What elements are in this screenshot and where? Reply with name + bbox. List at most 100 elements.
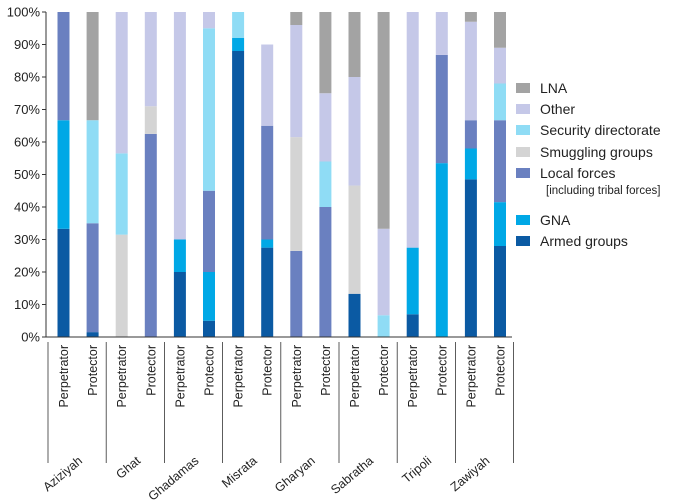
group-label: Gharyan — [272, 454, 318, 496]
bar-segment — [86, 120, 99, 224]
legend-label: Security directorate — [540, 122, 661, 138]
bar-segment — [435, 54, 448, 164]
bar-label: Protector — [377, 345, 391, 396]
bar-segment — [57, 120, 70, 229]
y-tick-label: 80% — [14, 70, 40, 85]
legend-note: [including tribal forces] — [546, 185, 660, 197]
legend-swatch — [516, 83, 530, 93]
bar-segment — [115, 12, 128, 154]
bar-segment — [203, 190, 215, 272]
bar-segment — [377, 12, 390, 229]
bar-segment — [348, 77, 361, 186]
bar-label: Protector — [86, 345, 100, 396]
bar-segment — [290, 250, 303, 338]
bar-segment — [86, 12, 99, 121]
bar-segment — [464, 120, 477, 149]
bar-segment — [377, 315, 390, 337]
bar-label: Protector — [203, 345, 217, 396]
bar-label: Protector — [144, 345, 158, 396]
group-label: Ghadamas — [146, 454, 202, 500]
bar-segment — [203, 12, 215, 29]
bar-label: Perpetrator — [290, 345, 304, 408]
group-label: Aziziyah — [40, 454, 85, 495]
group-label: Tripoli — [400, 454, 435, 486]
bar-segment — [290, 25, 303, 138]
y-tick-label: 40% — [14, 200, 40, 215]
bar-segment — [319, 93, 332, 162]
bar-segment — [406, 12, 419, 248]
bar-segment — [290, 12, 303, 25]
bar-segment — [173, 239, 186, 272]
bar-segment — [494, 120, 506, 203]
legend-label: Smuggling groups — [540, 144, 653, 160]
y-tick-label: 0% — [21, 330, 40, 345]
group-label: Sabratha — [328, 454, 376, 497]
legend-swatch — [516, 215, 530, 225]
y-tick-label: 20% — [14, 265, 40, 280]
bar-segment — [173, 272, 186, 337]
bar-segment — [406, 247, 419, 315]
legend: LNA Other Security directorate Smuggling gr… — [516, 80, 661, 249]
bar-segment — [86, 223, 99, 333]
bar-segment — [232, 51, 245, 337]
bar-segment — [464, 12, 477, 22]
bar-segment — [494, 246, 506, 337]
bar-label: Perpetrator — [173, 345, 187, 408]
x-axis: Perpetrator Protector Perpetrator Protector… — [40, 336, 514, 500]
bar-segment — [319, 12, 332, 94]
bar-segment — [435, 12, 448, 55]
bar-segment — [203, 272, 215, 321]
bar-segment — [494, 12, 506, 48]
bar-label: Perpetrator — [406, 345, 420, 408]
bar-segment — [435, 163, 448, 338]
bar-segment — [348, 185, 361, 294]
legend-swatch — [516, 168, 530, 178]
bar-segment — [377, 228, 390, 316]
bar-segment — [261, 239, 274, 248]
legend-swatch — [516, 104, 530, 114]
bar-label: Protector — [435, 345, 449, 396]
bar-segment — [144, 106, 157, 134]
y-tick-label: 100% — [7, 5, 41, 20]
bar-segment — [232, 12, 245, 38]
legend-label: Local forces — [540, 165, 615, 181]
legend-swatch — [516, 125, 530, 135]
y-tick-label: 10% — [14, 297, 40, 312]
bar-segment — [144, 133, 157, 338]
bar-segment — [494, 83, 506, 121]
y-tick-label: 30% — [14, 232, 40, 247]
legend-label: Armed groups — [540, 233, 628, 249]
legend-label: Other — [540, 101, 575, 117]
bar-segment — [232, 38, 245, 51]
bar-segment — [494, 47, 506, 84]
bar-label: Perpetrator — [464, 345, 478, 408]
group-label: Misrata — [219, 454, 259, 491]
bar-label: Perpetrator — [57, 345, 71, 408]
bar-segment — [319, 161, 332, 207]
bars-layer — [57, 12, 506, 338]
y-tick-label: 70% — [14, 102, 40, 117]
legend-label: LNA — [540, 80, 568, 96]
bar-label: Protector — [494, 345, 508, 396]
bar-segment — [261, 247, 274, 338]
bar-segment — [290, 137, 303, 251]
legend-label: GNA — [540, 212, 571, 228]
y-tick-label: 60% — [14, 135, 40, 150]
bar-segment — [203, 28, 215, 191]
bar-label: Perpetrator — [115, 345, 129, 408]
y-tick-label: 90% — [14, 37, 40, 52]
legend-swatch — [516, 236, 530, 246]
bar-segment — [348, 12, 361, 77]
bar-segment — [348, 293, 361, 337]
bar-label: Perpetrator — [348, 345, 362, 408]
bar-segment — [173, 12, 186, 240]
bar-segment — [494, 202, 506, 247]
bar-label: Protector — [319, 345, 333, 396]
group-label: Zawiyah — [448, 454, 493, 495]
bar-segment — [319, 207, 332, 337]
bar-segment — [86, 332, 99, 338]
y-axis: 0% 10% 20% 30% 40% 50% 60% 70% 80% 90% 100% — [7, 5, 47, 345]
bar-segment — [464, 148, 477, 180]
bar-segment — [406, 314, 419, 337]
